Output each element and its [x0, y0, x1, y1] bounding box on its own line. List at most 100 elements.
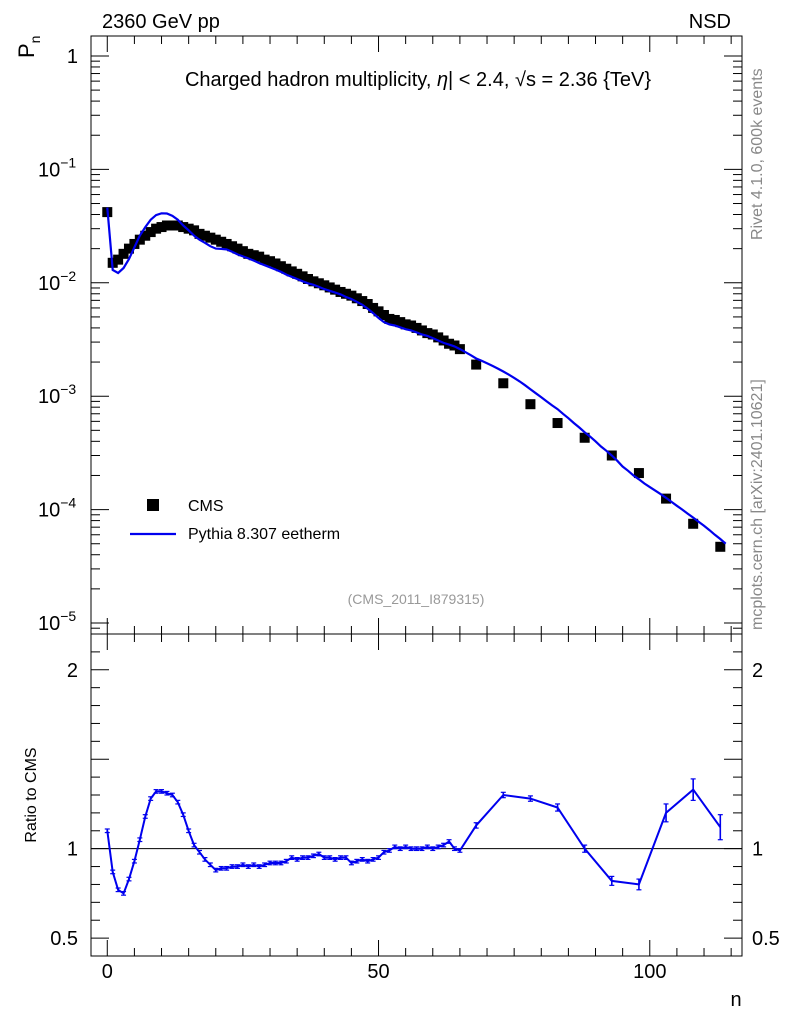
cms-data-point — [308, 276, 319, 287]
cms-data-point — [579, 432, 590, 443]
cms-data-point — [167, 220, 178, 231]
legend-marker-cms — [147, 499, 159, 511]
ratio-data-layer — [104, 778, 723, 896]
cms-data-point — [178, 222, 189, 233]
ratio-y-tick-label-right: 2 — [752, 660, 763, 682]
cms-data-point — [243, 248, 254, 259]
cms-data-point — [324, 282, 335, 293]
cms-data-point — [123, 243, 134, 254]
cms-data-point — [411, 322, 422, 333]
side-text-top: Rivet 4.1.0, 600k events — [749, 68, 766, 240]
y-tick-label: 10−2 — [38, 268, 76, 295]
cms-data-point — [286, 266, 297, 277]
cms-data-point — [357, 296, 368, 307]
y-axis-label: Pn — [14, 36, 43, 58]
cms-data-point — [319, 280, 330, 291]
cms-data-point — [216, 236, 227, 247]
pythia-line — [106, 207, 727, 545]
cms-data-point — [313, 278, 324, 289]
cms-data-point — [378, 309, 389, 320]
cms-data-point — [471, 359, 482, 370]
top-data-layer — [102, 207, 727, 552]
chart-title: Charged hadron multiplicity, η| < 2.4, √… — [185, 69, 651, 91]
ratio-panel-frame — [90, 633, 743, 957]
cms-data-point — [254, 251, 265, 262]
legend-label-pythia: Pythia 8.307 eetherm — [188, 526, 340, 543]
header-left: 2360 GeV pp — [102, 11, 220, 33]
cms-data-point — [237, 246, 248, 257]
cms-data-point — [297, 271, 308, 282]
cms-data-point — [248, 250, 259, 261]
cms-data-point — [395, 317, 406, 328]
cms-data-point — [161, 220, 172, 231]
cms-data-point — [303, 273, 313, 284]
x-axis-label: n — [730, 989, 741, 1011]
cms-data-point — [232, 243, 243, 254]
ratio-y-tick-label-right: 0.5 — [752, 928, 780, 950]
cms-data-point — [373, 306, 384, 317]
cms-data-point — [389, 314, 400, 325]
cms-data-point — [227, 241, 238, 252]
cms-data-point — [189, 225, 200, 236]
legend-label-cms: CMS — [188, 498, 224, 515]
cms-data-point — [156, 222, 167, 233]
ratio-line — [106, 788, 722, 895]
cms-data-point — [688, 518, 699, 529]
cms-data-point — [129, 238, 140, 249]
cms-data-point — [406, 320, 417, 331]
ratio-y-axis-label: Ratio to CMS — [23, 747, 40, 842]
cms-data-point — [265, 256, 276, 267]
cms-data-point — [330, 284, 341, 295]
top-panel-frame — [90, 35, 743, 635]
cms-data-point — [633, 468, 644, 479]
cms-data-point — [552, 418, 563, 429]
cms-data-point — [151, 223, 162, 234]
x-tick-label: 0 — [102, 961, 113, 983]
header-right: NSD — [689, 11, 731, 33]
cms-data-point — [199, 230, 210, 241]
cms-data-point — [351, 293, 362, 304]
cms-data-point — [118, 248, 129, 259]
ratio-y-tick-label: 2 — [67, 660, 78, 682]
legend: CMS Pythia 8.307 eetherm — [130, 498, 340, 543]
ratio-y-tick-label: 0.5 — [50, 928, 78, 950]
cms-data-point — [346, 290, 357, 301]
cms-data-point — [172, 220, 183, 231]
cms-data-point — [221, 238, 232, 249]
cms-data-point — [715, 541, 726, 552]
cms-data-point — [275, 261, 286, 272]
cms-data-point — [438, 335, 449, 346]
cms-data-point — [140, 230, 151, 241]
ratio-y-tick-label: 1 — [67, 839, 78, 861]
cms-data-point — [340, 288, 351, 299]
x-tick-label: 100 — [633, 961, 666, 983]
y-tick-label: 10−5 — [38, 608, 76, 635]
cms-data-point — [210, 234, 221, 245]
side-text-bottom: mcplots.cern.ch [arXiv:2401.10621] — [749, 379, 766, 630]
y-tick-label: 10−3 — [38, 381, 76, 408]
cms-data-point — [498, 378, 509, 389]
cms-data-point — [422, 328, 433, 339]
cms-data-point — [433, 332, 444, 343]
x-tick-label: 50 — [367, 961, 389, 983]
y-tick-label: 10−4 — [38, 495, 76, 522]
cms-data-point — [427, 329, 438, 340]
cms-data-point — [113, 254, 124, 265]
cms-data-point — [205, 232, 216, 243]
cms-data-point — [145, 227, 156, 238]
cms-data-point — [362, 299, 373, 310]
y-tick-label: 10−1 — [38, 154, 76, 181]
cms-data-point — [134, 234, 145, 245]
tick-layer: 0 50 100 10−5 10−4 10−3 10−2 10−1 1 0.5 0.5 1 1 2 2 — [38, 36, 780, 983]
cms-data-point — [259, 254, 270, 265]
cms-data-point — [281, 263, 292, 274]
y-tick-label: 1 — [67, 46, 78, 68]
cms-data-point — [335, 286, 346, 297]
analysis-annotation: (CMS_2011_I879315) — [348, 591, 485, 607]
cms-data-point — [183, 223, 194, 234]
cms-data-point — [525, 399, 536, 410]
cms-data-point — [270, 258, 281, 269]
cms-data-point — [384, 313, 395, 324]
cms-data-point — [400, 319, 411, 330]
